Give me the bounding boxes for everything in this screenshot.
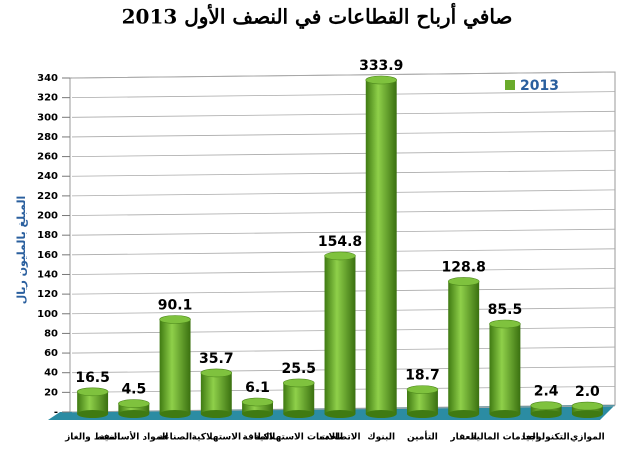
y-tick-label: 180 [37, 230, 58, 241]
x-tick-label: الصناعة [158, 433, 192, 443]
bar-bottom [571, 410, 603, 418]
y-tick-label: 320 [37, 93, 58, 104]
y-tick-label: 280 [37, 132, 58, 143]
y-tick-label: 240 [37, 171, 58, 182]
data-label: 6.1 [245, 380, 270, 396]
bar-top [447, 277, 480, 286]
x-tick-label: التأمين [407, 431, 438, 443]
bar-top [489, 319, 521, 329]
x-tick-label: الموازي [570, 433, 605, 443]
data-label: 154.8 [318, 234, 362, 250]
y-tick-label: 20 [44, 387, 58, 398]
grid-line [71, 91, 616, 99]
bar [118, 403, 150, 414]
bar-top [324, 251, 356, 261]
data-label: 4.5 [121, 382, 146, 398]
chart-title: صافي أرباح القطاعات في النصف الأول 2013 [122, 3, 513, 30]
grid-line [71, 150, 616, 157]
y-tick-label: 40 [44, 368, 58, 379]
grid-line [71, 228, 616, 236]
bar-bottom [77, 410, 109, 418]
x-tick-label: الخدمات المالية [471, 433, 539, 443]
bar [324, 255, 356, 414]
grid-line [71, 169, 616, 177]
bar [448, 281, 480, 414]
bar-top [200, 368, 233, 378]
data-label: 18.7 [405, 368, 440, 384]
x-tick-label: العقار [449, 433, 477, 443]
grid-line [71, 209, 616, 216]
data-label: 85.5 [488, 302, 523, 318]
y-tick-label: 200 [37, 211, 58, 222]
bar-top [76, 387, 109, 397]
y-tick-label: 60 [44, 348, 58, 359]
x-tick-label: التكنولوجيا [523, 433, 570, 443]
grid-line [71, 189, 616, 197]
data-label: 128.8 [442, 259, 486, 275]
bar-bottom [407, 410, 438, 418]
y-tick-label: 160 [37, 250, 58, 261]
y-tick-label: 80 [44, 328, 58, 339]
y-tick-label: 260 [37, 152, 58, 163]
data-label: 2.0 [575, 384, 600, 400]
y-axis-label: المبلغ بالمليون ريال [15, 196, 28, 305]
y-tick-label: 300 [37, 112, 58, 123]
bar-top [159, 315, 191, 324]
y-tick-label: 140 [37, 269, 58, 280]
grid-line [71, 110, 616, 118]
bar [200, 372, 232, 414]
bar-bottom [118, 410, 150, 418]
y-tick-label: 120 [37, 289, 58, 300]
bar [365, 79, 397, 414]
bar-bottom [365, 410, 397, 418]
data-label: 16.5 [75, 370, 110, 386]
grid-line [71, 71, 616, 79]
data-label: 333.9 [359, 58, 403, 74]
bar-top [406, 385, 439, 394]
bar [242, 402, 273, 414]
x-tick-label: الخدمات الاستهلاكية [254, 433, 343, 443]
bar [159, 319, 191, 414]
data-label: 90.1 [158, 297, 193, 313]
bar-bottom [159, 410, 191, 418]
legend-swatch [505, 80, 515, 90]
bar-top [530, 401, 562, 410]
x-tick-label: الطاقة [243, 433, 273, 443]
bar-top [118, 399, 150, 408]
y-tick-label: 100 [37, 309, 58, 320]
legend-label: 2013 [520, 78, 559, 94]
bar [77, 391, 109, 414]
x-tick-label: البنوك [367, 433, 395, 443]
bar-bottom [200, 410, 232, 418]
x-tick-label: الاتصالات [319, 433, 360, 443]
x-tick-label: الاستهلاكية [192, 433, 241, 443]
bar [489, 324, 521, 414]
bar-top [283, 378, 315, 388]
x-tick-label: النفط والغاز [64, 433, 120, 443]
data-label: 35.7 [199, 351, 234, 367]
bar-bottom [324, 410, 356, 418]
grid-line [71, 130, 616, 138]
y-tick-label: 340 [37, 73, 58, 84]
data-label: 25.5 [281, 361, 316, 377]
data-label: 2.4 [534, 384, 559, 400]
y-tick-label: 220 [37, 191, 58, 202]
bar-bottom [283, 410, 315, 418]
bar-top [571, 401, 604, 411]
bar-bottom [448, 410, 480, 418]
bar-bottom [489, 410, 521, 418]
bar-top [365, 75, 397, 85]
bar-bottom [242, 410, 273, 418]
bar-top [241, 397, 274, 407]
y-tick-label: - [54, 407, 58, 418]
bar-bottom [530, 410, 562, 418]
x-tick-label: المواد الأساسية [99, 431, 168, 443]
bar [283, 382, 315, 414]
